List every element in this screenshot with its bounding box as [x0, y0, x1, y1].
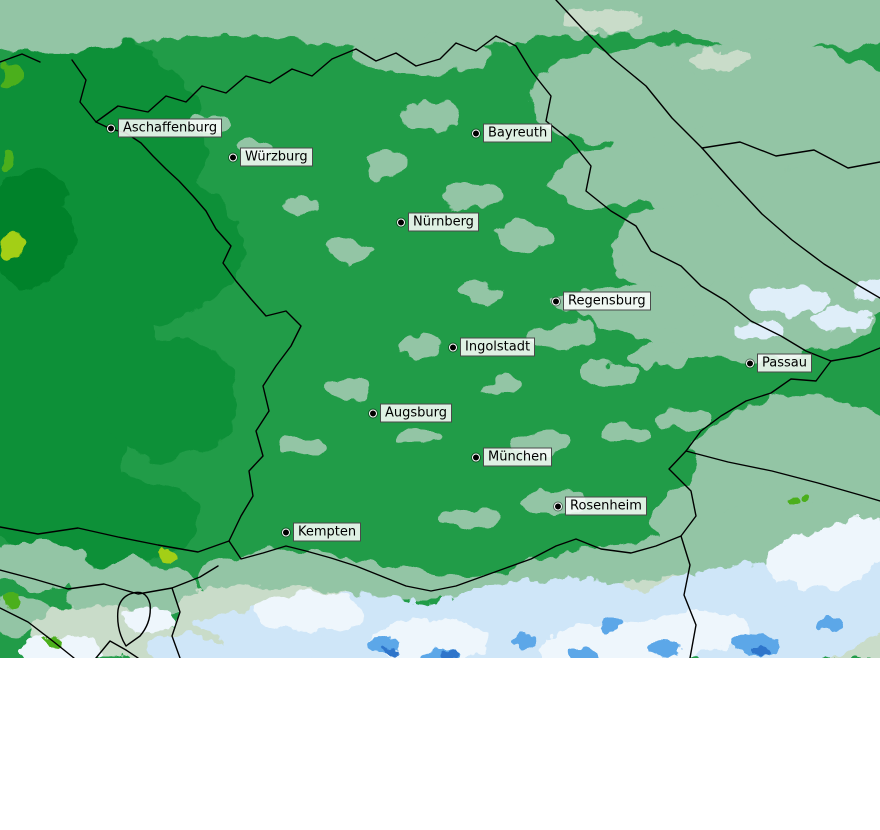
city-label: Augsburg: [380, 403, 453, 423]
map-dark-green-layer: [0, 30, 240, 565]
footer: Temperatur in 2m (in °C) Mo, 27.10.2025 …: [0, 658, 880, 830]
city-label: Regensburg: [563, 291, 651, 311]
city-dot-icon: [282, 528, 290, 536]
city-label: Ingolstadt: [460, 337, 536, 357]
city-label: Kempten: [293, 522, 362, 542]
city-marker: Würzburg: [229, 147, 313, 167]
city-marker: Aschaffenburg: [107, 118, 223, 138]
city-dot-icon: [472, 453, 480, 461]
city-marker: Kempten: [282, 522, 362, 542]
city-dot-icon: [746, 359, 754, 367]
city-label: München: [483, 447, 553, 467]
city-marker: Ingolstadt: [449, 337, 536, 357]
city-label: Aschaffenburg: [118, 118, 223, 138]
city-marker: Augsburg: [369, 403, 453, 423]
city-marker: München: [472, 447, 553, 467]
city-dot-icon: [369, 409, 377, 417]
city-dot-icon: [552, 297, 560, 305]
weather-map: Aschaffenburg Würzburg Bayreuth Nürnberg Reg…: [0, 0, 880, 658]
city-label: Würzburg: [240, 147, 313, 167]
city-label: Nürnberg: [408, 212, 479, 232]
city-marker: Regensburg: [552, 291, 651, 311]
city-dot-icon: [554, 502, 562, 510]
city-marker: Bayreuth: [472, 123, 553, 143]
city-label: Bayreuth: [483, 123, 553, 143]
map-alpine-layer: [4, 8, 880, 658]
city-label: Passau: [757, 353, 812, 373]
city-dot-icon: [397, 218, 405, 226]
city-label: Rosenheim: [565, 496, 647, 516]
city-dot-icon: [107, 124, 115, 132]
city-marker: Rosenheim: [554, 496, 647, 516]
map-teal-layer: [0, 0, 880, 633]
city-dot-icon: [472, 129, 480, 137]
city-marker: Passau: [746, 353, 812, 373]
state-borders: [0, 0, 880, 658]
map-art: [0, 0, 880, 658]
city-dot-icon: [449, 343, 457, 351]
city-dot-icon: [229, 153, 237, 161]
city-marker: Nürnberg: [397, 212, 479, 232]
